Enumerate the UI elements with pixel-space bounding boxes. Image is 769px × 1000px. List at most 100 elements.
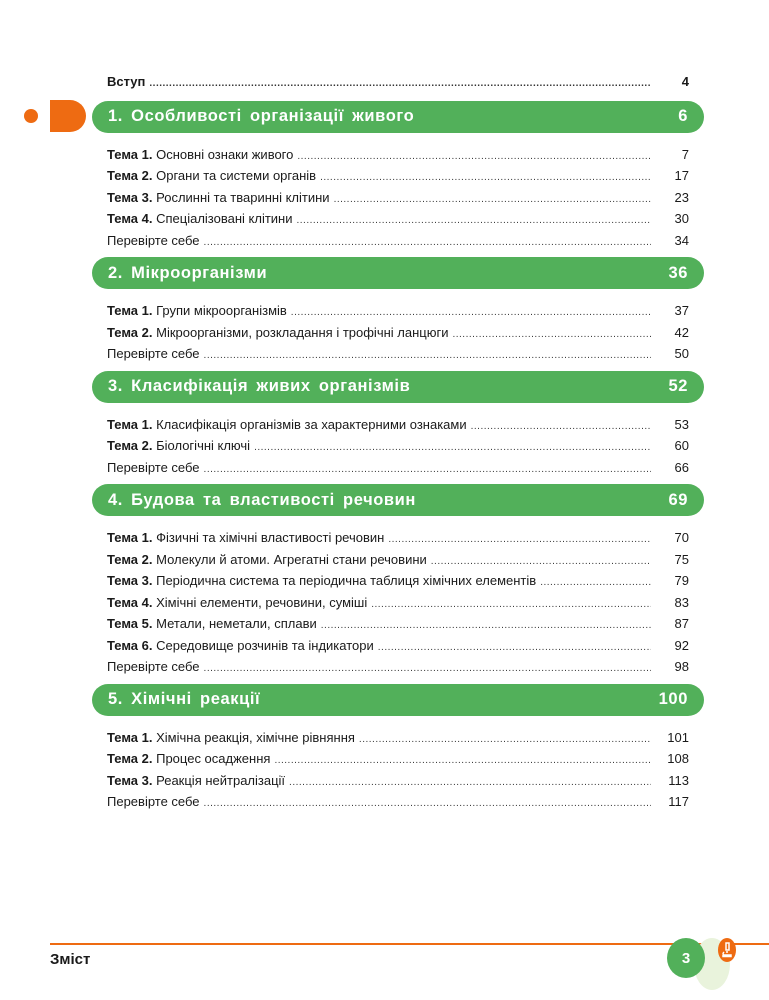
toc-entry-intro[interactable]: Вступ 4 [92, 71, 704, 93]
section-page: 36 [668, 263, 688, 282]
entry-label: Органи та системи органів [156, 168, 317, 183]
entry-label: Метали, неметали, сплави [156, 616, 317, 631]
entry-label: Біологічні ключі [156, 438, 251, 453]
entry-page: 83 [674, 594, 689, 610]
entry-page: 75 [674, 551, 689, 567]
decorative-tab [50, 100, 86, 132]
toc-entry[interactable]: Тема 2. Мікроорганізми, розкладання і тр… [92, 322, 704, 344]
leader-dots [388, 529, 651, 551]
entry-page: 30 [674, 211, 689, 226]
footer-divider [50, 943, 769, 945]
entry-page: 42 [674, 324, 689, 340]
toc-entry[interactable]: Тема 4. Хімічні елементи, речовини, сумі… [92, 592, 704, 614]
section-title: 2. Мікроорганізми [108, 263, 268, 282]
entry-prefix: Тема 1. [107, 530, 153, 545]
entry-label: Середовище розчинів та індикатори [156, 637, 374, 653]
entry-prefix: Тема 5. [107, 616, 153, 631]
entry-label: Перевірте себе [107, 659, 200, 674]
section-title: 5. Хімічні реакції [108, 690, 261, 708]
toc-section: 3. Класифікація живих організмів 52 Тема … [92, 370, 704, 479]
toc-entry[interactable]: Тема 3. Рослинні та тваринні клітини 23 [92, 187, 704, 209]
leader-dots [296, 210, 651, 232]
entry-label: Перевірте себе [107, 232, 200, 248]
toc-entry[interactable]: Тема 3. Періодична система та періодична… [92, 570, 704, 592]
leader-dots [540, 572, 651, 594]
toc-entry[interactable]: Перевірте себе 34 [92, 230, 704, 252]
leader-dots [452, 324, 651, 346]
leader-dots [289, 772, 651, 794]
toc-entry[interactable]: Перевірте себе 50 [92, 343, 704, 365]
entry-page: 108 [667, 751, 689, 766]
entry-prefix: Тема 1. [107, 303, 153, 318]
entry-label: Перевірте себе [107, 346, 200, 361]
leader-dots [274, 750, 651, 772]
section-page: 100 [658, 690, 688, 708]
entry-page: 101 [667, 729, 689, 745]
entry-page: 70 [674, 530, 689, 545]
entry-prefix: Тема 3. [107, 573, 153, 588]
microscope-icon [718, 938, 736, 962]
toc-entry[interactable]: Тема 1. Класифікація організмів за харак… [92, 414, 704, 436]
leader-dots [204, 232, 651, 254]
leader-dots [204, 459, 651, 481]
decorative-dot [24, 109, 38, 123]
leader-dots [297, 146, 651, 168]
leader-dots [471, 416, 651, 438]
toc-entry[interactable]: Тема 3. Реакція нейтралізації 113 [92, 770, 704, 792]
entry-page: 79 [674, 573, 689, 588]
entry-label: Молекули й атоми. Агрегатні стани речови… [156, 551, 427, 567]
leader-dots [291, 302, 651, 324]
toc-entry[interactable]: Тема 1. Хімічна реакція, хімічне рівнянн… [92, 727, 704, 749]
page-number-badge: 3 [667, 938, 705, 978]
section-header[interactable]: 1. Особливості організації живого 6 [92, 100, 704, 133]
section-header[interactable]: 3. Класифікація живих організмів 52 [92, 370, 704, 403]
entry-label: Рослинні та тваринні клітини [156, 189, 330, 205]
toc-entry[interactable]: Перевірте себе 117 [92, 791, 704, 813]
leader-dots [334, 189, 651, 211]
entry-prefix: Тема 1. [107, 416, 153, 432]
entry-page: 60 [674, 438, 689, 453]
table-of-contents: Вступ 4 1. Особливості організації живог… [92, 71, 704, 819]
toc-entry[interactable]: Тема 5. Метали, неметали, сплави 87 [92, 613, 704, 635]
entry-page: 87 [674, 616, 689, 631]
entry-prefix: Тема 2. [107, 168, 153, 183]
section-page: 6 [678, 107, 688, 125]
entry-page: 53 [674, 416, 689, 432]
leader-dots [204, 658, 651, 680]
toc-entry[interactable]: Тема 2. Біологічні ключі 60 [92, 435, 704, 457]
toc-entry[interactable]: Перевірте себе 66 [92, 457, 704, 479]
toc-entry[interactable]: Перевірте себе 98 [92, 656, 704, 678]
leader-dots [204, 793, 651, 815]
entry-prefix: Тема 1. [107, 729, 153, 745]
entry-prefix: Тема 4. [107, 211, 153, 226]
section-header[interactable]: 2. Мікроорганізми 36 [92, 257, 704, 289]
toc-entry[interactable]: Тема 4. Спеціалізовані клітини 30 [92, 208, 704, 230]
toc-section: 5. Хімічні реакції 100 Тема 1. Хімічна ре… [92, 683, 704, 813]
toc-entry[interactable]: Тема 6. Середовище розчинів та індикатор… [92, 635, 704, 657]
entry-label: Спеціалізовані клітини [156, 211, 293, 226]
toc-entry[interactable]: Тема 1. Основні ознаки живого 7 [92, 144, 704, 166]
leader-dots [149, 73, 651, 95]
entry-label: Перевірте себе [107, 794, 200, 809]
leader-dots [431, 551, 651, 573]
entry-label: Реакція нейтралізації [156, 772, 286, 788]
entry-label: Хімічна реакція, хімічне рівняння [156, 729, 355, 745]
toc-entry[interactable]: Тема 2. Молекули й атоми. Агрегатні стан… [92, 549, 704, 571]
section-header[interactable]: 5. Хімічні реакції 100 [92, 683, 704, 716]
entry-prefix: Тема 2. [107, 324, 153, 340]
entry-page: 34 [674, 232, 689, 248]
toc-entry[interactable]: Тема 2. Процес осадження 108 [92, 748, 704, 770]
entry-label: Мікроорганізми, розкладання і трофічні л… [156, 324, 449, 340]
entry-page: 98 [674, 659, 689, 674]
leader-dots [371, 594, 651, 616]
toc-entry[interactable]: Тема 1. Групи мікроорганізмів 37 [92, 300, 704, 322]
toc-section: 4. Будова та властивості речовин 69 Тема … [92, 484, 704, 678]
entry-page: 113 [668, 772, 689, 788]
entry-prefix: Тема 3. [107, 189, 153, 205]
toc-entry[interactable]: Тема 1. Фізичні та хімічні властивості р… [92, 527, 704, 549]
toc-entry[interactable]: Тема 2. Органи та системи органів 17 [92, 165, 704, 187]
section-header[interactable]: 4. Будова та властивості речовин 69 [92, 484, 704, 516]
entry-label: Фізичні та хімічні властивості речовин [156, 530, 385, 545]
leader-dots [359, 729, 651, 751]
entry-label: Хімічні елементи, речовини, суміші [156, 594, 368, 610]
